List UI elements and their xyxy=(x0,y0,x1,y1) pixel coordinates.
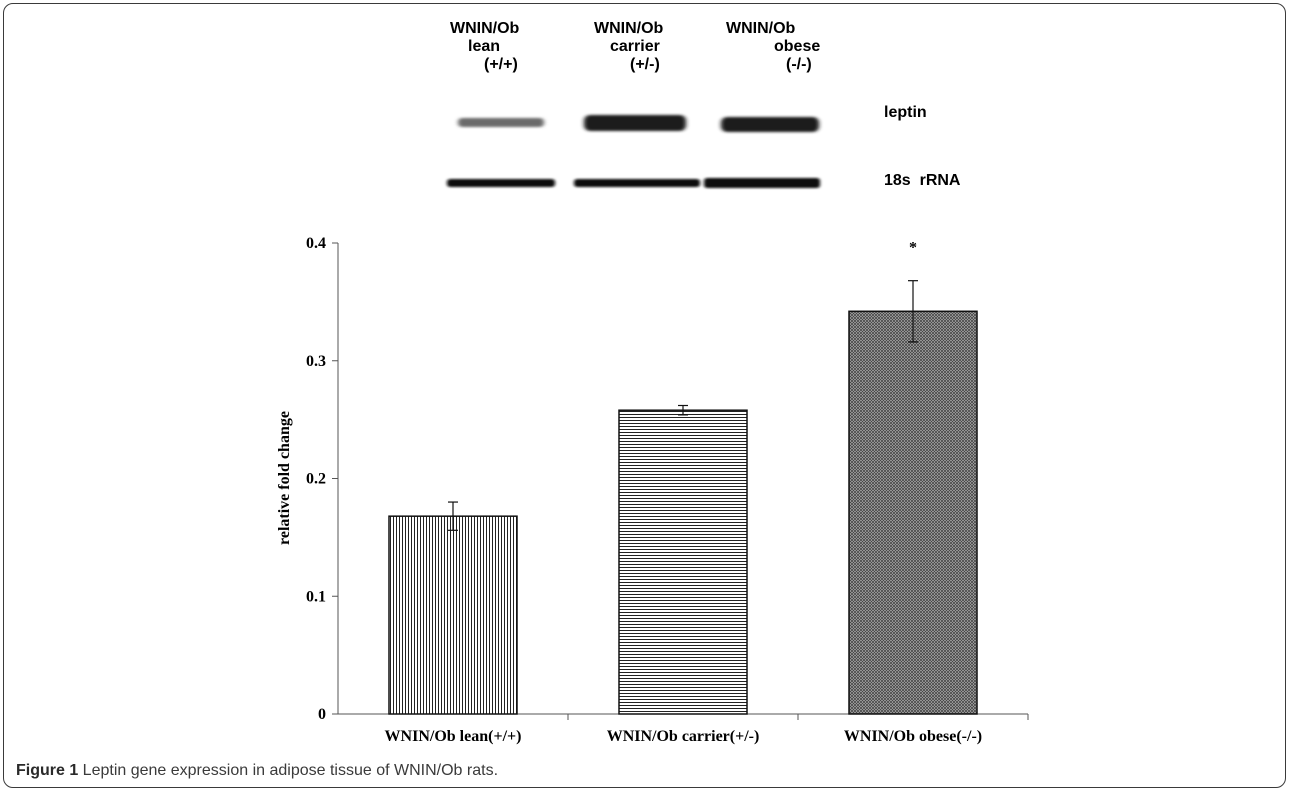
y-axis-label: relative fold change xyxy=(276,411,293,545)
bar xyxy=(848,310,978,715)
significance-marker: * xyxy=(909,240,917,257)
blot-row-label-18s: 18s rRNA xyxy=(884,172,961,189)
y-tick-label: 0.1 xyxy=(306,588,326,605)
western-blot-image xyxy=(447,115,820,188)
x-tick-label: WNIN/Ob lean(+/+) xyxy=(385,728,522,745)
blot-row-label-leptin: leptin xyxy=(884,104,927,121)
x-tick-label: WNIN/Ob carrier(+/-) xyxy=(607,728,760,745)
rrna-band-lean xyxy=(447,179,555,187)
lane-lean-line3: (+/+) xyxy=(484,56,518,73)
lane-label-obese: WNIN/Ob obese (-/-) xyxy=(726,20,820,74)
lane-carrier-line3: (+/-) xyxy=(630,56,660,73)
y-tick-label: 0.4 xyxy=(306,235,326,252)
leptin-band-lean xyxy=(458,118,544,127)
lane-obese-line2: obese xyxy=(774,38,821,55)
leptin-band-carrier xyxy=(584,115,686,131)
caption-label: Figure 1 xyxy=(16,762,79,779)
leptin-bands xyxy=(458,115,819,132)
y-ticks: 0 0.1 0.2 0.3 0.4 xyxy=(306,235,338,723)
bar xyxy=(618,409,748,715)
lane-label-lean: WNIN/Ob lean (+/+) xyxy=(450,20,519,74)
x-tick-label: WNIN/Ob obese(-/-) xyxy=(844,728,982,745)
lane-obese-line1: WNIN/Ob xyxy=(726,20,796,37)
lane-lean-line1: WNIN/Ob xyxy=(450,20,520,37)
leptin-band-obese xyxy=(721,117,819,132)
lane-carrier-line1: WNIN/Ob xyxy=(594,20,664,37)
rrna-bands xyxy=(447,178,820,188)
lane-lean-line2: lean xyxy=(468,38,501,55)
rrna-band-obese xyxy=(704,178,820,188)
y-tick-label: 0 xyxy=(318,706,326,723)
y-tick-label: 0.3 xyxy=(306,353,326,370)
blot-lane-header: WNIN/Ob lean (+/+) WNIN/Ob carrier (+/-)… xyxy=(440,20,850,100)
x-tick-labels: WNIN/Ob lean(+/+) WNIN/Ob carrier(+/-) WNI… xyxy=(385,714,1029,745)
lane-label-carrier: WNIN/Ob carrier (+/-) xyxy=(594,20,663,74)
figure-caption: Figure 1 Leptin gene expression in adipo… xyxy=(16,762,498,780)
bar xyxy=(388,515,518,715)
bars: * xyxy=(388,240,978,715)
y-tick-label: 0.2 xyxy=(306,471,326,488)
lane-carrier-line2: carrier xyxy=(610,38,660,55)
caption-text: Leptin gene expression in adipose tissue… xyxy=(78,762,499,779)
rrna-band-carrier xyxy=(574,179,700,187)
lane-obese-line3: (-/-) xyxy=(786,56,812,73)
